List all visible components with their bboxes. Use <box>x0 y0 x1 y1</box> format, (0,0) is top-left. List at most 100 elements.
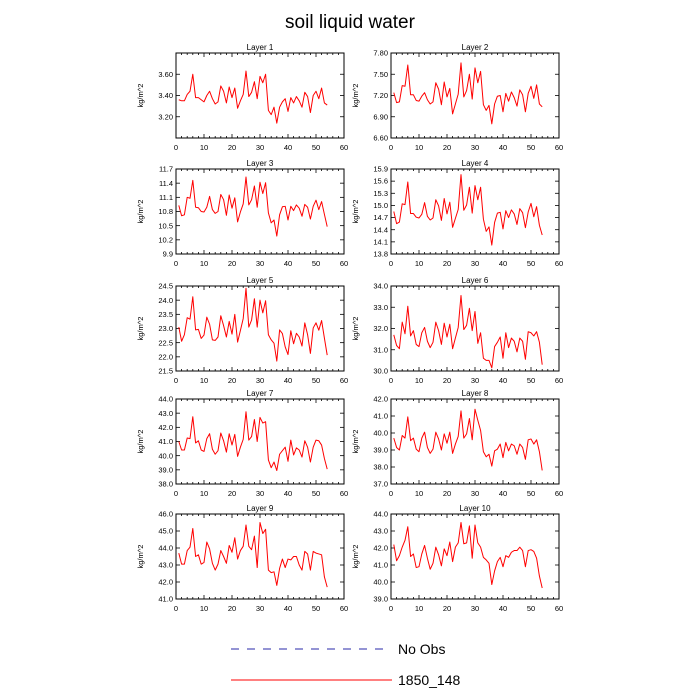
x-tick-label: 10 <box>200 604 208 613</box>
y-tick-label: 14.4 <box>373 225 388 234</box>
y-axis-label-layer-2: kg/m^2 <box>351 84 360 108</box>
y-tick-label: 24.5 <box>158 282 173 291</box>
y-tick-label: 7.50 <box>373 70 388 79</box>
x-tick-label: 0 <box>174 143 178 152</box>
series-line-layer-2-1 <box>393 62 543 125</box>
panel-title-layer-8: Layer 8 <box>462 389 489 398</box>
y-tick-label: 46.0 <box>158 510 173 519</box>
x-tick-label: 0 <box>174 604 178 613</box>
series-line-layer-4-1 <box>393 174 543 246</box>
x-tick-label: 60 <box>340 376 348 385</box>
x-tick-label: 30 <box>256 489 264 498</box>
series-line-layer-1-1 <box>178 70 328 124</box>
y-tick-label: 11.4 <box>159 179 173 188</box>
y-tick-label: 11.1 <box>159 193 173 202</box>
y-axis-label-layer-6: kg/m^2 <box>351 317 360 341</box>
x-tick-label: 10 <box>415 604 423 613</box>
series-line-layer-7-1 <box>178 411 328 472</box>
panel-title-layer-10: Layer 10 <box>459 504 491 513</box>
x-tick-label: 50 <box>527 604 535 613</box>
y-tick-label: 13.8 <box>373 250 388 259</box>
y-tick-label: 40.0 <box>373 578 388 587</box>
x-tick-label: 60 <box>555 259 563 268</box>
y-axis-label-layer-9: kg/m^2 <box>136 545 145 569</box>
x-tick-label: 50 <box>312 604 320 613</box>
panel-layer-2: Layer 2 0 10 20 30 40 50 60 6.60 6.90 7.20 7.50 7.80… <box>351 43 563 152</box>
y-tick-label: 15.3 <box>373 189 388 198</box>
y-tick-label: 23.0 <box>158 324 173 333</box>
x-tick-label: 10 <box>200 376 208 385</box>
panel-title-layer-3: Layer 3 <box>247 159 274 168</box>
y-tick-label: 41.0 <box>158 437 173 446</box>
x-tick-label: 20 <box>228 376 236 385</box>
x-tick-label: 0 <box>174 376 178 385</box>
y-tick-label: 10.5 <box>158 221 173 230</box>
panel-title-layer-7: Layer 7 <box>247 389 274 398</box>
x-tick-label: 40 <box>284 604 292 613</box>
x-tick-label: 30 <box>256 259 264 268</box>
y-tick-label: 6.60 <box>373 134 388 143</box>
x-tick-label: 0 <box>174 489 178 498</box>
x-tick-label: 0 <box>389 143 393 152</box>
plot-frame-layer-4 <box>390 168 560 255</box>
x-tick-label: 40 <box>499 489 507 498</box>
x-tick-label: 40 <box>499 143 507 152</box>
y-axis-label-layer-1: kg/m^2 <box>136 84 145 108</box>
y-tick-label: 43.0 <box>373 527 388 536</box>
plot-frame-layer-6 <box>390 285 560 372</box>
x-tick-label: 40 <box>284 376 292 385</box>
x-tick-label: 10 <box>200 259 208 268</box>
panel-title-layer-9: Layer 9 <box>247 504 274 513</box>
x-tick-label: 10 <box>200 489 208 498</box>
series-line-layer-6-1 <box>393 295 543 369</box>
y-tick-label: 44.0 <box>158 395 173 404</box>
y-tick-label: 40.0 <box>373 429 388 438</box>
y-tick-label: 44.0 <box>373 510 388 519</box>
x-tick-label: 10 <box>415 259 423 268</box>
x-tick-label: 20 <box>443 143 451 152</box>
series-line-layer-5-1 <box>178 287 328 362</box>
panel-title-layer-4: Layer 4 <box>462 159 489 168</box>
x-tick-label: 60 <box>555 604 563 613</box>
y-tick-label: 15.0 <box>373 201 388 210</box>
x-tick-label: 20 <box>228 259 236 268</box>
x-tick-label: 50 <box>527 489 535 498</box>
panel-layer-9: Layer 9 0 10 20 30 40 50 60 41.0 42.0 43.0 44.0 45.0… <box>136 504 348 613</box>
y-tick-label: 9.9 <box>163 250 173 259</box>
legend: No Obs 1850_148 <box>231 641 461 688</box>
x-tick-label: 50 <box>312 259 320 268</box>
y-tick-label: 39.0 <box>158 465 173 474</box>
y-axis-label-layer-5: kg/m^2 <box>136 317 145 341</box>
x-tick-label: 60 <box>340 143 348 152</box>
panel-grid: Layer 10 10 20 30 40 50 603.203.403.60kg/m^2La… <box>136 43 563 613</box>
x-tick-label: 40 <box>499 259 507 268</box>
x-tick-label: 60 <box>555 376 563 385</box>
y-tick-label: 14.1 <box>373 237 388 246</box>
x-tick-label: 50 <box>527 259 535 268</box>
panel-layer-6: Layer 6 0 10 20 30 40 50 60 30.0 31.0 32.0 33.0 34.0… <box>351 276 563 385</box>
x-tick-label: 20 <box>443 259 451 268</box>
y-tick-label: 24.0 <box>158 296 173 305</box>
x-tick-label: 60 <box>555 489 563 498</box>
y-tick-label: 42.0 <box>373 544 388 553</box>
x-tick-label: 20 <box>228 143 236 152</box>
x-tick-label: 20 <box>443 489 451 498</box>
y-axis-label-layer-10: kg/m^2 <box>351 545 360 569</box>
y-tick-label: 41.0 <box>373 561 388 570</box>
x-tick-label: 0 <box>389 489 393 498</box>
x-tick-label: 30 <box>256 604 264 613</box>
y-tick-label: 14.7 <box>373 213 388 222</box>
x-tick-label: 40 <box>284 259 292 268</box>
plot-frame-layer-2 <box>390 52 560 139</box>
y-tick-label: 43.0 <box>158 561 173 570</box>
y-tick-label: 44.0 <box>158 544 173 553</box>
y-axis-label-layer-7: kg/m^2 <box>136 430 145 454</box>
y-axis-label-layer-4: kg/m^2 <box>351 200 360 224</box>
series-line-layer-10-1 <box>393 522 543 589</box>
y-tick-label: 39.0 <box>373 595 388 604</box>
legend-label-no-obs: No Obs <box>398 641 445 657</box>
y-tick-label: 30.0 <box>373 367 388 376</box>
y-tick-label: 21.5 <box>158 367 173 376</box>
panel-title-layer-2: Layer 2 <box>462 43 489 52</box>
